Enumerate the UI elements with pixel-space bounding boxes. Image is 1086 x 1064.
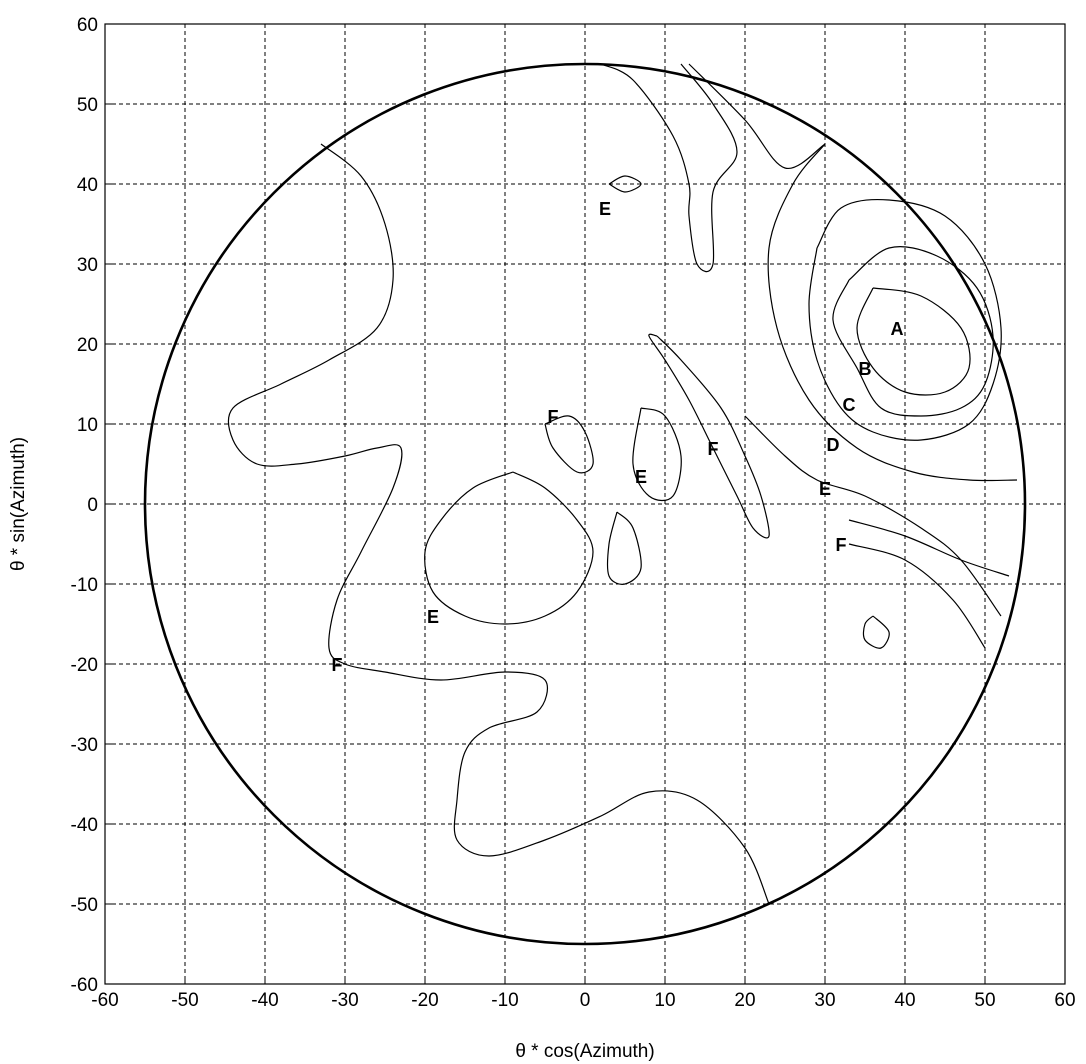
y-tick-label: -20 <box>71 655 98 676</box>
contour-label: F <box>332 655 343 675</box>
contour-line-small-blob <box>862 615 890 649</box>
y-tick-label: 40 <box>77 175 98 196</box>
x-tick-label: 30 <box>814 990 835 1011</box>
y-tick-label: -60 <box>71 975 98 996</box>
y-tick-label: 50 <box>77 95 98 116</box>
x-tick-labels: -60 -50 -40 -30 -20 -10 0 10 20 30 40 50 60 <box>91 976 1076 1011</box>
contour-label: C <box>843 395 856 415</box>
contour-line-upper-band <box>600 63 738 273</box>
y-tick-label: 0 <box>87 495 98 516</box>
x-tick-label: -50 <box>171 990 198 1011</box>
contour-label: F <box>708 439 719 459</box>
y-axis-label: θ * sin(Azimuth) <box>8 437 29 571</box>
contour-line-f-small <box>544 415 594 474</box>
x-tick-label: 0 <box>580 990 591 1011</box>
y-tick-label: -30 <box>71 735 98 756</box>
contour-label: D <box>827 435 840 455</box>
grid-lines <box>105 24 1065 984</box>
x-tick-label: -40 <box>251 990 278 1011</box>
contour-line-c <box>808 198 1002 441</box>
contour-line-e-top-small <box>608 175 642 193</box>
contour-label: B <box>859 359 872 379</box>
contour-label: E <box>599 199 611 219</box>
contour-lines <box>227 63 1018 905</box>
y-tick-label: 60 <box>77 15 98 36</box>
x-tick-label: -20 <box>411 990 438 1011</box>
contour-line-d <box>767 143 1018 482</box>
contour-label: E <box>819 479 831 499</box>
contour-line-b <box>832 246 994 417</box>
contour-line-f-right <box>848 519 1010 577</box>
x-axis-label: θ * cos(Azimuth) <box>515 1041 654 1062</box>
contour-line-f-diagonal <box>648 333 770 539</box>
contour-line-e-big-circle <box>424 471 594 625</box>
contour-line-e-mid-small <box>632 407 682 502</box>
contour-label: E <box>635 467 647 487</box>
contour-line-e-right <box>688 63 826 169</box>
x-tick-label: 60 <box>1054 990 1075 1011</box>
x-tick-label: -60 <box>91 990 118 1011</box>
y-tick-label: 20 <box>77 335 98 356</box>
y-tick-label: -40 <box>71 815 98 836</box>
contour-line-a <box>856 287 971 396</box>
boundary-circle <box>143 62 1027 946</box>
x-tick-label: 10 <box>654 990 675 1011</box>
contour-label: A <box>891 319 904 339</box>
x-tick-label: 20 <box>734 990 755 1011</box>
contour-label: F <box>836 535 847 555</box>
contour-line-f-lower <box>848 543 986 649</box>
contour-label: F <box>548 407 559 427</box>
y-tick-label: -50 <box>71 895 98 916</box>
y-tick-label: 30 <box>77 255 98 276</box>
y-tick-label: 10 <box>77 415 98 436</box>
y-tick-labels: -60 -50 -40 -30 -20 -10 0 10 20 30 40 50 60 <box>71 15 113 996</box>
contour-line-e-drop <box>606 511 642 585</box>
contour-line-f-left <box>227 143 770 905</box>
x-tick-label: 40 <box>894 990 915 1011</box>
plot-frame <box>104 23 1066 985</box>
x-tick-label: -10 <box>491 990 518 1011</box>
x-tick-label: -30 <box>331 990 358 1011</box>
x-tick-label: 50 <box>974 990 995 1011</box>
contour-label: E <box>427 607 439 627</box>
y-tick-label: -10 <box>71 575 98 596</box>
